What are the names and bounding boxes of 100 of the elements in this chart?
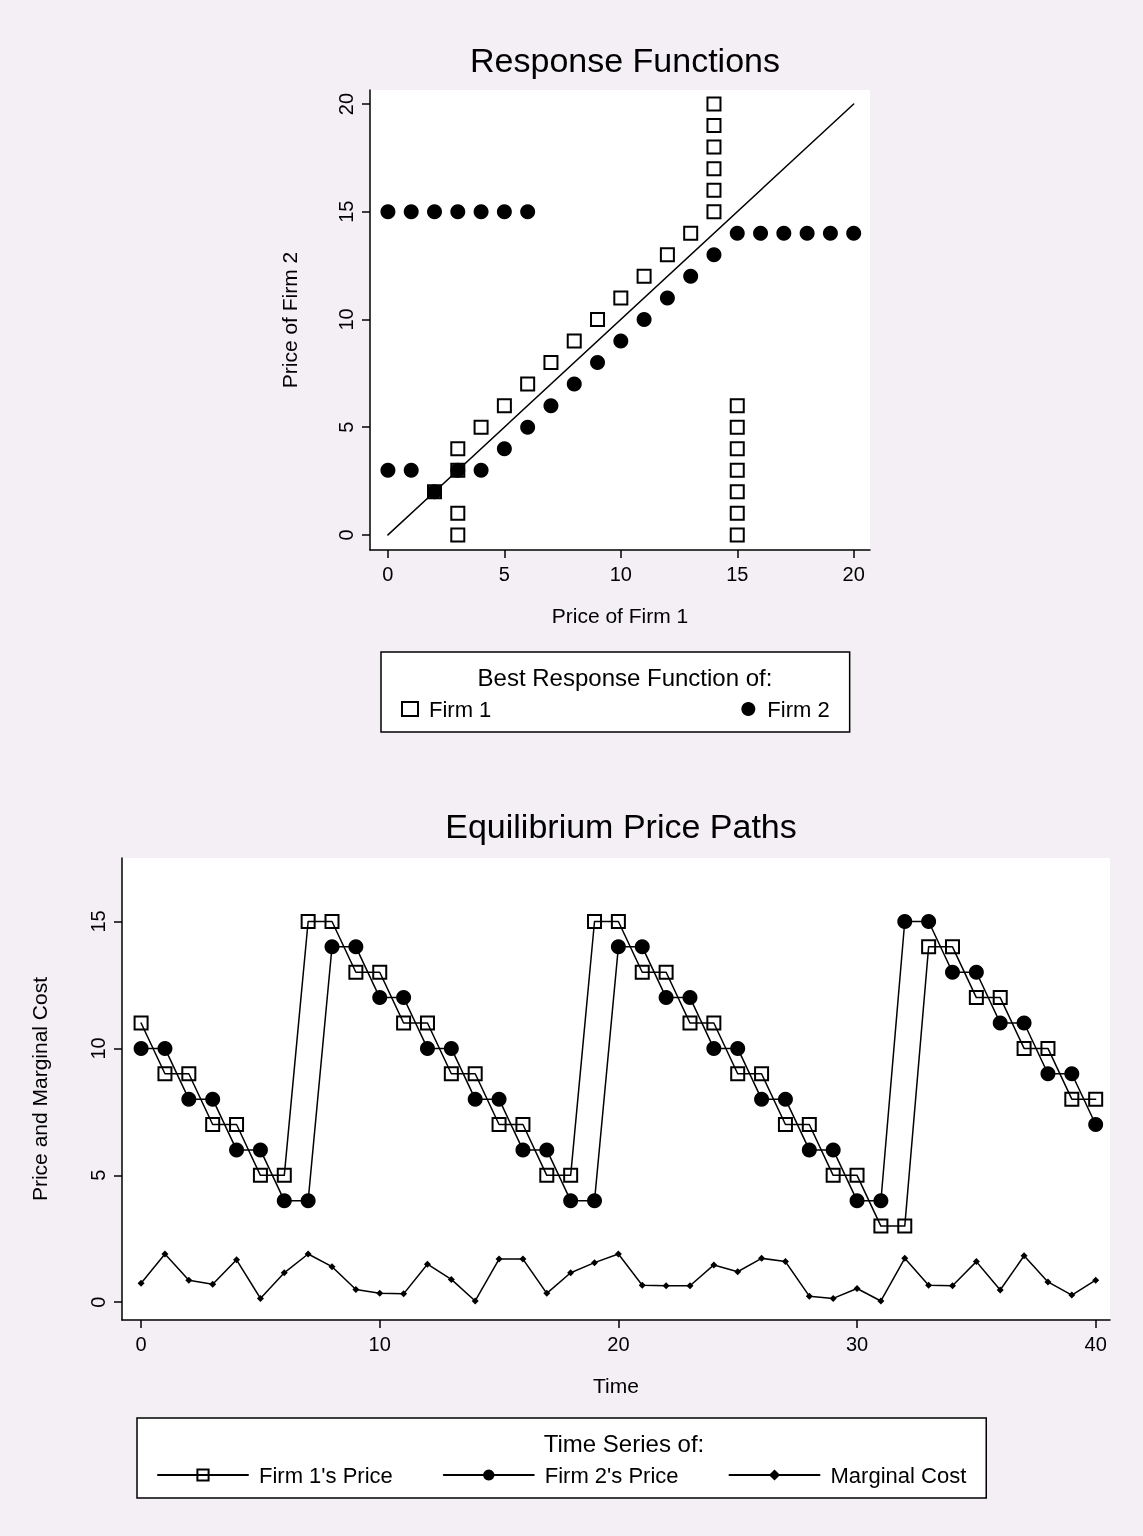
- point: [587, 913, 603, 929]
- point: [252, 1142, 268, 1158]
- y-tick-label: 10: [335, 308, 357, 331]
- point: [304, 1250, 312, 1258]
- point: [658, 990, 674, 1006]
- point: [636, 311, 652, 327]
- point: [877, 1297, 885, 1305]
- point: [825, 1142, 841, 1158]
- point: [515, 1117, 531, 1133]
- point: [658, 964, 674, 980]
- point: [1044, 1278, 1052, 1286]
- point: [706, 204, 722, 220]
- point: [1064, 1066, 1080, 1082]
- point: [1064, 1091, 1080, 1107]
- point: [256, 1294, 264, 1302]
- point: [300, 913, 316, 929]
- point: [968, 990, 984, 1006]
- point: [372, 964, 388, 980]
- point: [133, 1040, 149, 1056]
- point: [706, 247, 722, 263]
- legend-title: Best Response Function of:: [477, 663, 773, 691]
- y-axis-title: Price and Marginal Cost: [28, 976, 51, 1202]
- point: [543, 1289, 551, 1297]
- point: [1040, 1066, 1056, 1082]
- y-tick-label: 20: [335, 92, 357, 116]
- point: [276, 1167, 292, 1183]
- point: [781, 1258, 789, 1266]
- x-tick-label: 40: [1084, 1333, 1107, 1355]
- point: [566, 333, 582, 349]
- point: [423, 1260, 431, 1268]
- point: [563, 1193, 579, 1209]
- point: [450, 527, 466, 543]
- point: [683, 268, 699, 284]
- point: [473, 204, 489, 220]
- point: [539, 1167, 555, 1183]
- point: [348, 964, 364, 980]
- x-tick-label: 0: [382, 563, 394, 585]
- point: [805, 1292, 813, 1300]
- point: [300, 1193, 316, 1209]
- point: [161, 1250, 169, 1258]
- point: [729, 225, 745, 241]
- x-axis-title: Time: [593, 1374, 639, 1397]
- point: [543, 355, 559, 371]
- point: [921, 913, 937, 929]
- point: [1068, 1291, 1076, 1299]
- point: [873, 1218, 889, 1234]
- point: [683, 225, 699, 241]
- y-tick-label: 5: [87, 1169, 109, 1181]
- legend-title: Time Series of:: [543, 1429, 705, 1457]
- point: [754, 1066, 770, 1082]
- point: [825, 1167, 841, 1183]
- point: [729, 505, 745, 521]
- point: [185, 1276, 193, 1284]
- point: [706, 1040, 722, 1056]
- point: [252, 1167, 268, 1183]
- point: [519, 1255, 527, 1263]
- point: [659, 247, 675, 263]
- point: [614, 1250, 622, 1258]
- point: [324, 939, 340, 955]
- point: [157, 1040, 173, 1056]
- legend-label: Firm 2's Price: [544, 1462, 679, 1488]
- point: [992, 1015, 1008, 1031]
- y-tick-label: 5: [335, 421, 357, 433]
- point: [181, 1091, 197, 1107]
- point: [591, 1259, 599, 1267]
- point: [897, 1218, 913, 1234]
- legend-label: Marginal Cost: [830, 1462, 967, 1488]
- point: [729, 441, 745, 457]
- point: [1020, 1252, 1028, 1260]
- legend-label: Firm 1: [429, 696, 492, 722]
- point: [543, 398, 559, 414]
- point: [634, 964, 650, 980]
- point: [1088, 1117, 1104, 1133]
- y-tick-label: 10: [87, 1037, 109, 1060]
- point: [447, 1275, 455, 1283]
- x-tick-label: 0: [135, 1333, 147, 1355]
- point: [209, 1280, 217, 1288]
- point: [610, 913, 626, 929]
- x-tick-label: 10: [368, 1333, 391, 1355]
- point: [443, 1040, 459, 1056]
- point: [992, 990, 1008, 1006]
- point: [419, 1040, 435, 1056]
- point: [799, 225, 815, 241]
- point: [638, 1281, 646, 1289]
- point: [567, 1269, 575, 1277]
- point: [520, 376, 536, 392]
- point: [729, 398, 745, 414]
- point: [829, 1294, 837, 1302]
- point: [496, 441, 512, 457]
- point: [682, 1015, 698, 1031]
- point: [754, 1091, 770, 1107]
- point: [849, 1193, 865, 1209]
- point: [233, 1256, 241, 1264]
- point: [181, 1066, 197, 1082]
- point: [427, 204, 443, 220]
- x-tick-label: 5: [498, 563, 510, 585]
- point: [729, 527, 745, 543]
- point: [400, 1290, 408, 1298]
- point: [686, 1282, 694, 1290]
- point: [348, 939, 364, 955]
